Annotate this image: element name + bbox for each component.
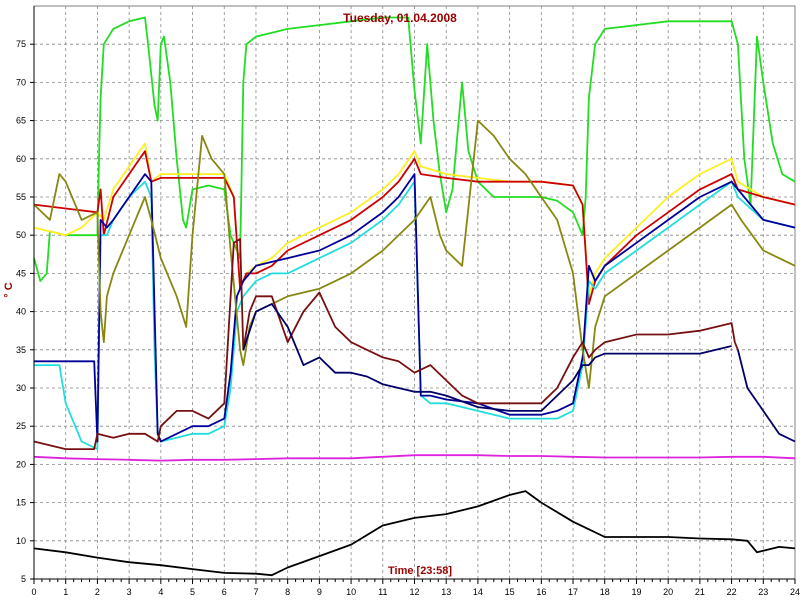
grid-layer bbox=[33, 5, 796, 580]
y-tick-label: 20 bbox=[16, 459, 26, 469]
y-tick-label: 40 bbox=[16, 307, 26, 317]
x-tick-label: 9 bbox=[317, 587, 322, 597]
x-tick-label: 4 bbox=[158, 587, 163, 597]
x-tick-label: 24 bbox=[790, 587, 800, 597]
y-tick-label: 15 bbox=[16, 498, 26, 508]
series-line-0 bbox=[33, 16, 796, 282]
y-tick-label: 50 bbox=[16, 230, 26, 240]
x-tick-label: 22 bbox=[727, 587, 737, 597]
x-tick-label: 17 bbox=[568, 587, 578, 597]
x-tick-label: 16 bbox=[536, 587, 546, 597]
y-tick-label: 65 bbox=[16, 116, 26, 126]
x-tick-label: 12 bbox=[409, 587, 419, 597]
x-axis-label: Time [23:58] bbox=[388, 565, 452, 577]
y-tick-label: 35 bbox=[16, 345, 26, 355]
x-tick-label: 8 bbox=[285, 587, 290, 597]
series-line-7 bbox=[737, 349, 796, 443]
x-tick-label: 19 bbox=[631, 587, 641, 597]
series-line-1 bbox=[33, 142, 796, 298]
series-layer bbox=[33, 16, 796, 577]
x-tick-label: 23 bbox=[758, 587, 768, 597]
x-tick-label: 20 bbox=[663, 587, 673, 597]
x-tick-label: 18 bbox=[600, 587, 610, 597]
x-tick-label: 21 bbox=[695, 587, 705, 597]
x-tick-label: 0 bbox=[31, 587, 36, 597]
y-tick-label: 70 bbox=[16, 77, 26, 87]
y-tick-label: 5 bbox=[21, 574, 26, 584]
y-tick-label: 55 bbox=[16, 192, 26, 202]
series-line-2 bbox=[33, 150, 796, 305]
chart-title: Tuesday, 01.04.2008 bbox=[343, 11, 457, 25]
series-line-4 bbox=[34, 173, 796, 443]
y-tick-label: 25 bbox=[16, 421, 26, 431]
x-tick-label: 5 bbox=[190, 587, 195, 597]
y-tick-label: 75 bbox=[16, 39, 26, 49]
axes-layer: 0 1 2 3 4 5 6 7 8 9 10 11 12 13 14 15 16 17 18 19 20 21 22 23 24… bbox=[16, 6, 800, 597]
x-tick-label: 14 bbox=[473, 587, 483, 597]
y-tick-label: 60 bbox=[16, 154, 26, 164]
x-tick-label: 1 bbox=[63, 587, 68, 597]
plot-area bbox=[33, 5, 796, 580]
y-tick-label: 10 bbox=[16, 536, 26, 546]
series-line-9 bbox=[33, 454, 796, 462]
series-line-8 bbox=[242, 303, 732, 412]
x-tick-label: 3 bbox=[127, 587, 132, 597]
x-tick-label: 13 bbox=[441, 587, 451, 597]
x-tick-label: 15 bbox=[505, 587, 515, 597]
x-tick-label: 7 bbox=[253, 587, 258, 597]
series-line-5 bbox=[33, 119, 796, 389]
x-tick-label: 6 bbox=[222, 587, 227, 597]
y-tick-label: 30 bbox=[16, 383, 26, 393]
x-tick-label: 2 bbox=[95, 587, 100, 597]
x-tick-label: 10 bbox=[346, 587, 356, 597]
series-line-6 bbox=[33, 238, 739, 451]
x-tick-label: 11 bbox=[378, 587, 387, 597]
series-line-10 bbox=[33, 490, 796, 577]
y-axis-label: ° C bbox=[3, 282, 15, 297]
y-tick-label: 45 bbox=[16, 268, 26, 278]
